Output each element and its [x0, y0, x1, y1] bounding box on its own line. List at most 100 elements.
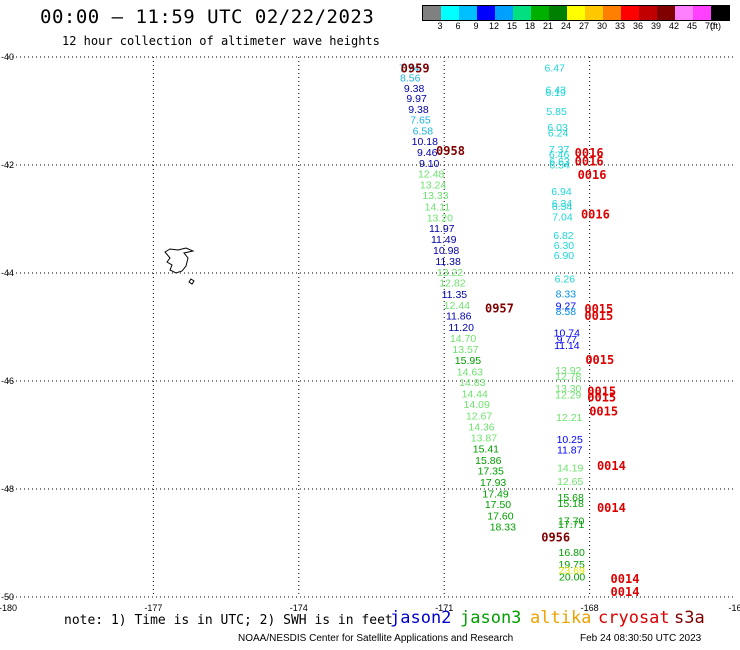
- swh-value: 11.35: [442, 289, 468, 301]
- swh-value: 13.24: [420, 179, 446, 191]
- swh-value: 6.54: [549, 159, 570, 171]
- footnote: note: 1) Time is in UTC; 2) SWH is in fe…: [64, 613, 393, 628]
- color-swatch: [711, 6, 729, 20]
- swh-value: 11.86: [446, 311, 472, 323]
- swh-value: 6.63: [549, 156, 570, 168]
- satellite-name: altika: [530, 608, 592, 628]
- swh-value: 11.14: [554, 340, 580, 352]
- swh-value: 9.46: [417, 147, 438, 159]
- y-tick-label: -46: [1, 376, 14, 386]
- color-scale-label: 18: [524, 21, 535, 31]
- swh-value: 12.48: [418, 169, 444, 181]
- swh-value: 17.93: [480, 477, 506, 489]
- satellite-name: jason2: [390, 608, 452, 628]
- x-tick-label: -171: [435, 603, 453, 613]
- y-tick-label: -44: [1, 268, 14, 278]
- swh-value: 10.25: [557, 434, 583, 446]
- swh-points: 7.748.569.389.979.387.656.5810.189.469.1…: [399, 62, 585, 583]
- swh-value: 13.30: [555, 383, 581, 395]
- swh-value: 19.75: [559, 559, 585, 571]
- swh-value: 6.26: [555, 273, 576, 285]
- island-outline: [164, 247, 195, 285]
- y-tick-label: -48: [1, 484, 14, 494]
- swh-value: 9.97: [406, 93, 427, 105]
- time-label: 0014: [597, 501, 626, 515]
- grid-lines: [8, 56, 735, 598]
- swh-value: 8.58: [556, 306, 577, 318]
- time-label: 0016: [575, 155, 604, 169]
- island-shape: [164, 247, 195, 285]
- swh-value: 12.21: [556, 412, 582, 424]
- generated-timestamp: Feb 24 08:30:50 UTC 2023: [580, 633, 702, 644]
- color-swatch: [657, 6, 675, 20]
- time-label: 0958: [436, 144, 465, 158]
- color-scale-label: 12: [488, 21, 499, 31]
- color-swatch: [513, 6, 531, 20]
- swh-value: 8.33: [556, 289, 577, 301]
- color-swatch: [495, 6, 513, 20]
- swh-value: 13.92: [555, 365, 581, 377]
- y-tick-label: -50: [1, 592, 14, 602]
- x-tick-label: -180: [0, 603, 17, 613]
- x-tick-label: -177: [144, 603, 162, 613]
- swh-value: 17.70: [558, 515, 584, 527]
- swh-value: 9.10: [419, 158, 440, 170]
- swh-value: 7.65: [410, 115, 431, 127]
- swh-value: 15.86: [475, 455, 501, 467]
- color-swatch: [621, 6, 639, 20]
- credit-line: NOAA/NESDIS Center for Satellite Applica…: [238, 633, 514, 644]
- swh-value: 11.87: [557, 445, 583, 457]
- time-label: 0015: [584, 302, 613, 316]
- swh-value: 7.74: [399, 62, 420, 74]
- swh-value: 7.37: [549, 144, 570, 156]
- color-scale-label: 9: [473, 21, 479, 31]
- swh-value: 6.30: [554, 240, 575, 252]
- swh-value: 12.82: [439, 278, 465, 290]
- swh-value: 15.95: [455, 355, 481, 367]
- x-tick-label: -16: [728, 603, 740, 613]
- swh-value: 6.46: [549, 149, 570, 161]
- swh-value: 23.69: [559, 565, 585, 577]
- swh-value: 6.90: [554, 250, 575, 262]
- swh-value: 6.82: [553, 230, 574, 242]
- swh-value: 10.74: [554, 327, 580, 339]
- time-label: 0957: [485, 302, 514, 316]
- swh-value: 14.09: [464, 399, 490, 411]
- swh-value: 6.19: [545, 87, 566, 99]
- satellite-name: s3a: [674, 608, 705, 628]
- color-scale-label: 36: [632, 21, 643, 31]
- swh-value: 14.83: [459, 377, 485, 389]
- color-swatch: [693, 6, 711, 20]
- chart-subtitle: 12 hour collection of altimeter wave hei…: [62, 34, 380, 48]
- time-label: 0014: [597, 459, 626, 473]
- time-label: 0016: [581, 208, 610, 222]
- color-swatch: [459, 6, 477, 20]
- swh-value: 9.77: [557, 334, 578, 346]
- time-label: 0956: [541, 531, 570, 545]
- chart-title: 00:00 — 11:59 UTC 02/22/2023: [40, 6, 375, 28]
- swh-value: 14.63: [457, 366, 483, 378]
- swh-value: 14.11: [425, 202, 451, 214]
- color-scale-label: 21: [542, 21, 553, 31]
- color-swatch: [603, 6, 621, 20]
- color-swatch: [531, 6, 549, 20]
- swh-value: 13.20: [427, 212, 453, 224]
- time-label: 0015: [584, 309, 613, 323]
- swh-value: 13.22: [437, 267, 463, 279]
- y-tick-label: -40: [1, 52, 14, 62]
- time-label: 0016: [578, 168, 607, 182]
- color-scale-label: 33: [614, 21, 625, 31]
- color-swatch: [423, 6, 441, 20]
- color-scale-unit: (ft): [710, 21, 721, 31]
- swh-value: 12.78: [555, 371, 581, 383]
- time-label: 0015: [587, 391, 616, 405]
- color-scale-label: 6: [455, 21, 461, 31]
- swh-value: 11.20: [448, 322, 474, 334]
- y-tick-label: -42: [1, 160, 14, 170]
- swh-value: 14.70: [450, 333, 476, 345]
- color-scale-label: 70: [704, 21, 715, 31]
- color-scale-label: 45: [686, 21, 697, 31]
- color-scale-label: 39: [650, 21, 661, 31]
- swh-value: 6.94: [551, 186, 572, 198]
- swh-value: 20.00: [559, 571, 585, 583]
